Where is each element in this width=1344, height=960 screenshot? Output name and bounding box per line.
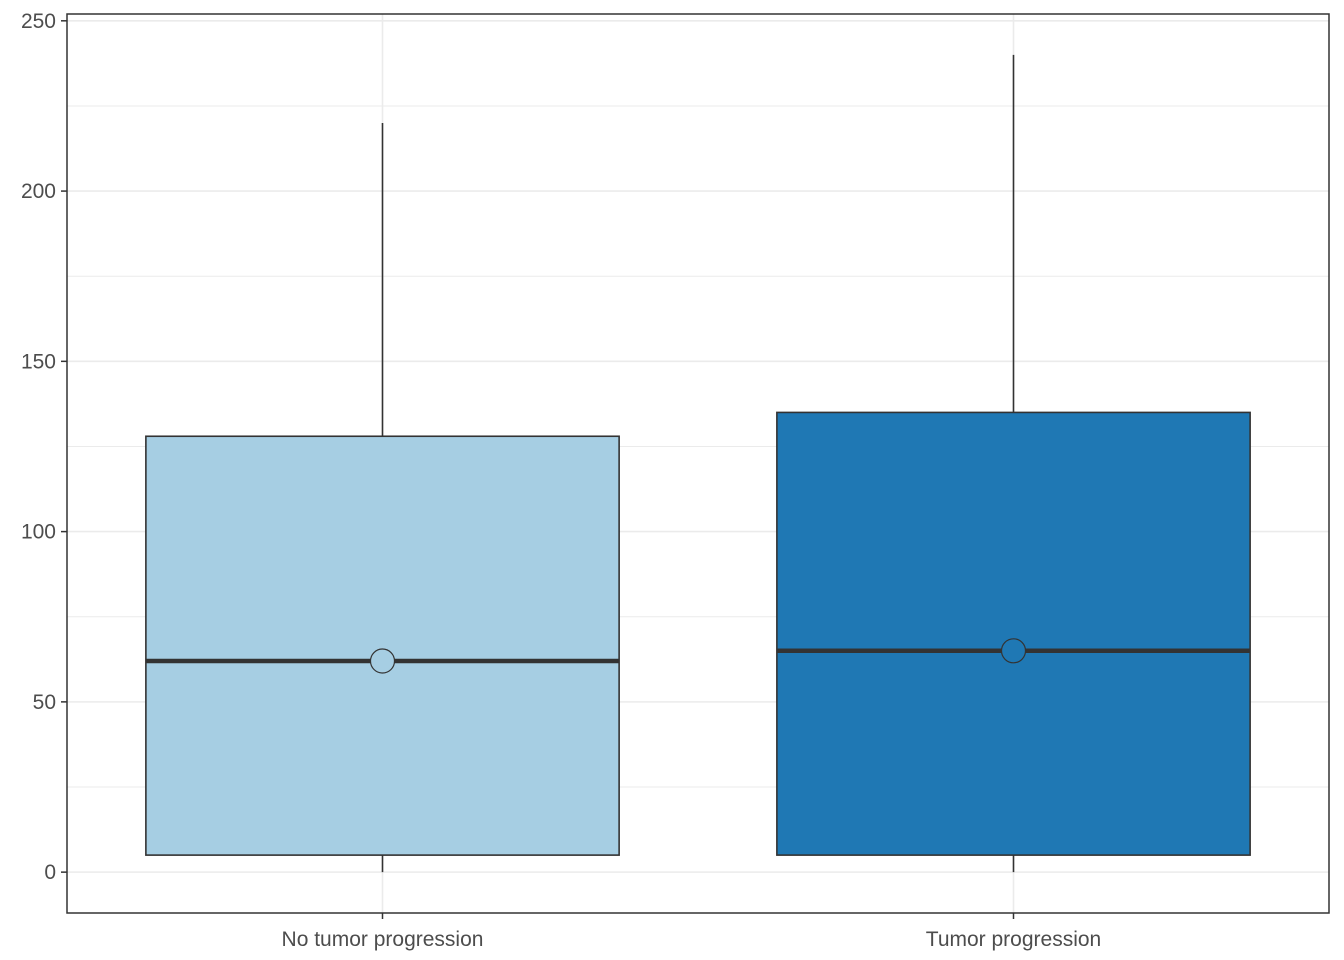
y-tick-label: 250 [21,10,56,33]
box-iqr [776,411,1251,856]
y-tick-label: 100 [21,521,56,544]
x-tick-label: Tumor progression [926,928,1101,951]
y-tick-label: 50 [33,691,56,714]
box-plot-series [145,54,1251,873]
panel-border [66,13,1330,914]
x-axis: No tumor progression Tumor progression [282,913,1101,951]
box-iqr [145,435,620,856]
y-tick-label: 150 [21,350,56,373]
box-group [776,54,1251,873]
y-axis: 0 50 100 150 200 250 [21,10,67,884]
y-tick-label: 200 [21,180,56,203]
box-group [145,122,620,873]
y-tick-label: 0 [44,861,56,884]
x-tick-label: No tumor progression [282,928,484,951]
mean-point [369,648,396,674]
mean-point [1000,638,1027,664]
